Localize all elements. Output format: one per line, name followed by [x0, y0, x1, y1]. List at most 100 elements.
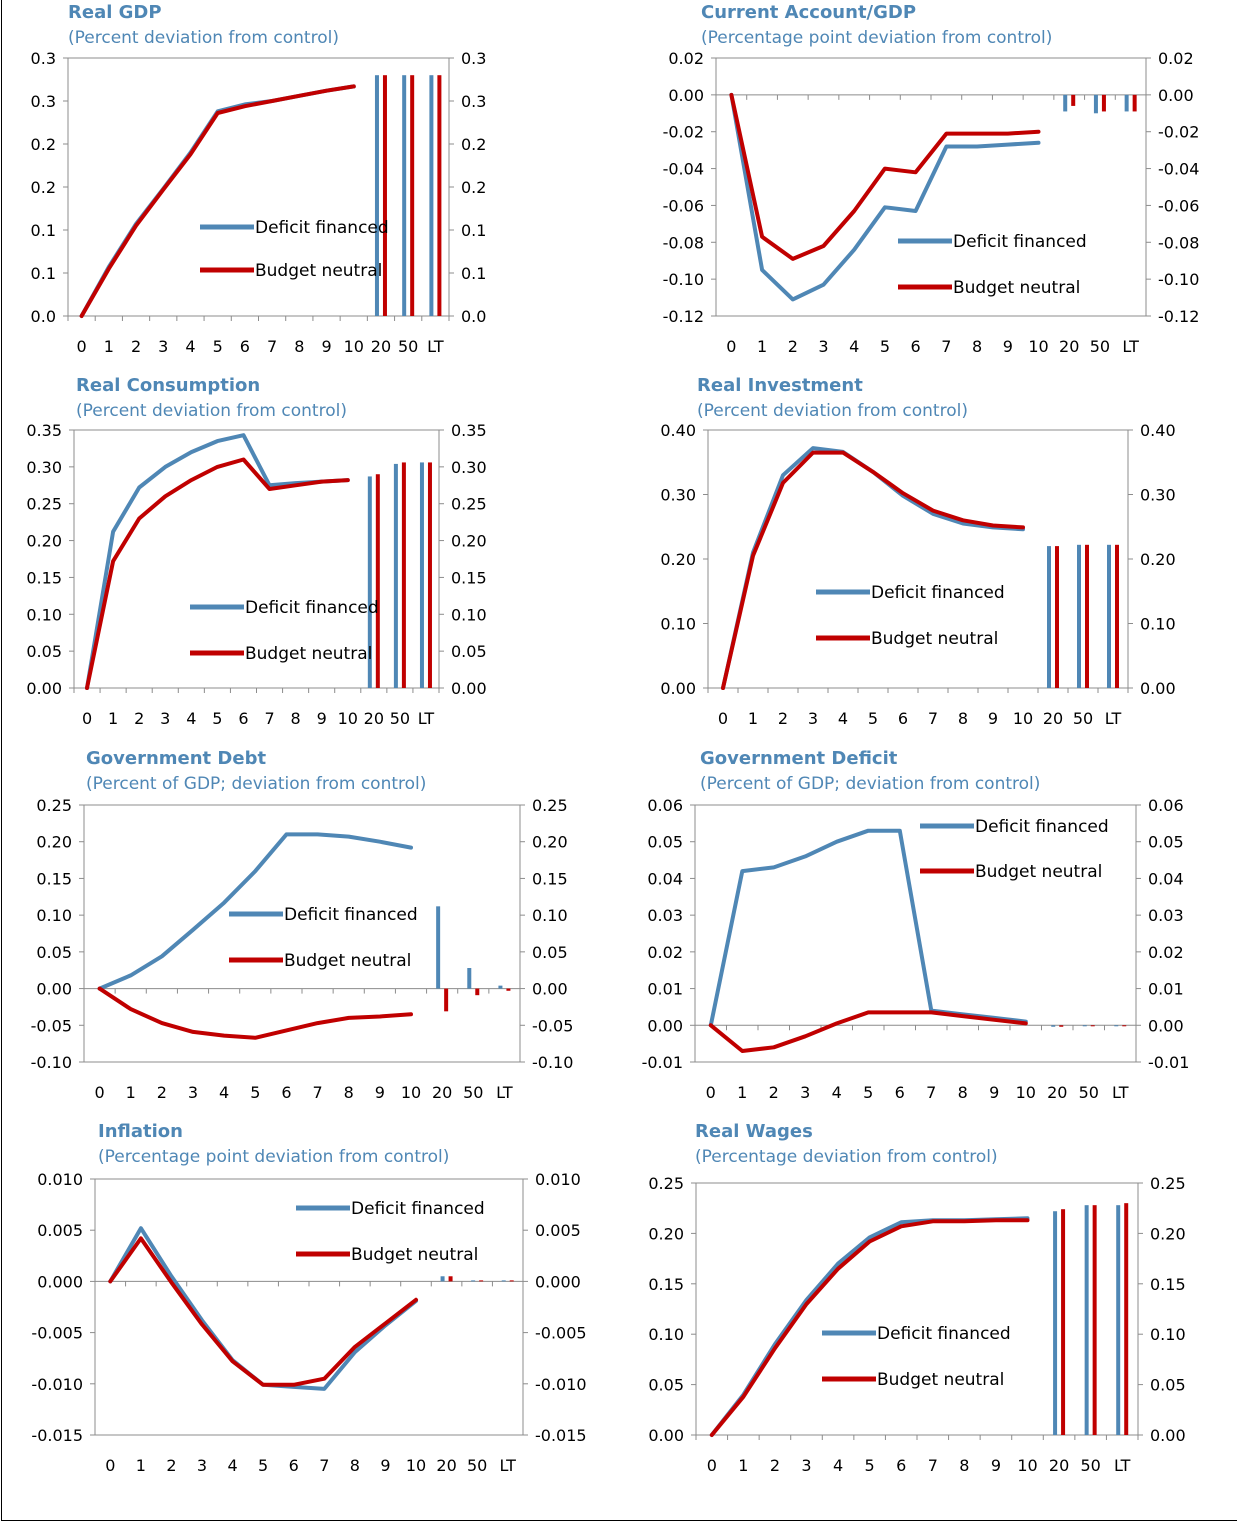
y-tick-label-right: 0.2: [461, 135, 486, 154]
y-tick-label-left: 0.25: [648, 1174, 684, 1193]
bar-budget-50: [410, 75, 415, 316]
y-tick-label-left: -0.10: [663, 270, 704, 289]
bar-deficit-LT: [1107, 544, 1111, 688]
y-tick-label-right: 0.00: [1148, 1016, 1184, 1035]
legend-label-budget-neutral: Budget neutral: [953, 278, 1080, 298]
x-tick-label: 2: [778, 709, 788, 728]
x-tick-label: 20: [364, 709, 384, 728]
legend-label-deficit-financed: Deficit financed: [871, 583, 1005, 603]
y-tick-label-right: -0.06: [1158, 196, 1199, 215]
x-tick-label: 3: [160, 709, 170, 728]
y-tick-label-left: 0.05: [648, 1376, 684, 1395]
bar-budget-50: [1085, 544, 1089, 688]
x-tick-label: 9: [321, 337, 331, 356]
y-tick-label-left: 0.00: [660, 679, 696, 698]
bar-budget-20: [382, 75, 387, 316]
x-tick-label: 2: [788, 337, 798, 356]
y-tick-label-right: 0.25: [532, 796, 568, 815]
y-tick-label-right: 0.40: [1140, 421, 1176, 440]
y-tick-label-left: 0.25: [26, 495, 62, 514]
bar-budget-LT: [509, 1280, 514, 1282]
y-tick-label-right: 0.25: [1150, 1174, 1186, 1193]
y-tick-label-right: 0.20: [532, 833, 568, 852]
bar-budget-LT: [1122, 1025, 1127, 1027]
y-tick-label-left: 0.15: [648, 1275, 684, 1294]
bar-budget-20: [1059, 1025, 1064, 1027]
x-tick-label: 3: [188, 1083, 198, 1102]
y-tick-label-right: 0.00: [1158, 86, 1194, 105]
x-tick-label: 20: [1049, 1456, 1069, 1475]
legend-label-deficit-financed: Deficit financed: [953, 232, 1087, 252]
legend-label-deficit-financed: Deficit financed: [284, 905, 418, 925]
bar-deficit-20: [1047, 546, 1051, 688]
x-tick-label: 1: [108, 709, 118, 728]
x-tick-label: 7: [312, 1083, 322, 1102]
x-tick-label: 8: [344, 1083, 354, 1102]
y-tick-label-left: -0.12: [663, 307, 704, 326]
x-tick-label: LT: [1105, 709, 1122, 728]
y-tick-label-left: 0.05: [36, 943, 72, 962]
x-tick-label: 50: [467, 1456, 487, 1475]
x-tick-label: 50: [1090, 337, 1110, 356]
y-tick-label-right: 0.0: [461, 307, 486, 326]
x-tick-label: 6: [911, 337, 921, 356]
series-line-budget-neutral: [708, 1010, 1028, 1053]
y-tick-label-left: 0.005: [37, 1221, 83, 1240]
legend-label-deficit-financed: Deficit financed: [351, 1199, 485, 1219]
y-tick-label-left: 0.010: [37, 1170, 83, 1189]
y-tick-label-left: 0.30: [26, 458, 62, 477]
x-tick-label: 50: [463, 1083, 483, 1102]
x-tick-label: 8: [959, 1456, 969, 1475]
series-line-budget-neutral: [709, 1218, 1030, 1437]
y-tick-label-right: 0.30: [451, 458, 487, 477]
x-tick-label: 7: [319, 1456, 329, 1475]
x-tick-label: 3: [800, 1083, 810, 1102]
bar-budget-20: [375, 474, 380, 688]
bar-deficit-50: [471, 1280, 476, 1282]
chart-panel-real-gdp: Real GDP (Percent deviation from control)…: [20, 0, 620, 360]
chart-subtitle: (Percentage deviation from control): [695, 1147, 998, 1167]
x-tick-label: 10: [338, 709, 358, 728]
legend-label-budget-neutral: Budget neutral: [351, 1245, 478, 1265]
y-tick-label-right: 0.05: [1150, 1376, 1186, 1395]
x-tick-label: 3: [801, 1456, 811, 1475]
plot-frame: [83, 804, 521, 1063]
x-tick-label: 1: [136, 1456, 146, 1475]
y-tick-label-right: -0.10: [532, 1053, 573, 1072]
y-tick-label-left: 0.1: [31, 264, 56, 283]
x-tick-label: 3: [158, 337, 168, 356]
x-tick-label: 10: [401, 1083, 421, 1102]
x-tick-label: 4: [832, 1083, 842, 1102]
series-line-budget-neutral: [108, 1236, 418, 1387]
y-tick-label-left: 0.15: [26, 568, 62, 587]
y-tick-label-right: -0.01: [1148, 1053, 1189, 1072]
x-tick-label: 10: [1028, 337, 1048, 356]
x-tick-label: 2: [769, 1083, 779, 1102]
chart-panel-real-wages: Real Wages (Percentage deviation from con…: [620, 1119, 1220, 1479]
bar-deficit-50: [1084, 1205, 1089, 1435]
y-tick-label-right: 0.000: [535, 1272, 581, 1291]
bar-deficit-20: [1051, 1025, 1056, 1027]
legend-label-budget-neutral: Budget neutral: [871, 629, 998, 649]
bar-budget-20: [1061, 1209, 1066, 1435]
bar-budget-50: [1090, 1025, 1095, 1027]
x-tick-label: 50: [398, 337, 418, 356]
x-tick-label: 4: [838, 709, 848, 728]
y-tick-label-left: -0.06: [663, 196, 704, 215]
legend-label-deficit-financed: Deficit financed: [245, 598, 379, 618]
x-tick-label: 1: [737, 1083, 747, 1102]
series-line-deficit-financed: [721, 446, 1025, 690]
bar-deficit-50: [1077, 544, 1081, 688]
x-tick-label: LT: [1112, 1083, 1129, 1102]
bar-deficit-LT: [429, 75, 434, 316]
bar-budget-50: [475, 988, 480, 996]
series-line-deficit-financed: [729, 92, 1041, 302]
x-tick-label: 5: [250, 1083, 260, 1102]
y-tick-label-left: 0.25: [36, 796, 72, 815]
y-tick-label-right: 0.05: [532, 943, 568, 962]
x-tick-label: 0: [706, 1083, 716, 1102]
y-tick-label-right: -0.10: [1158, 270, 1199, 289]
y-tick-label-right: -0.02: [1158, 123, 1199, 142]
bar-budget-LT: [1124, 1203, 1129, 1435]
series-line-deficit-financed: [708, 828, 1028, 1028]
